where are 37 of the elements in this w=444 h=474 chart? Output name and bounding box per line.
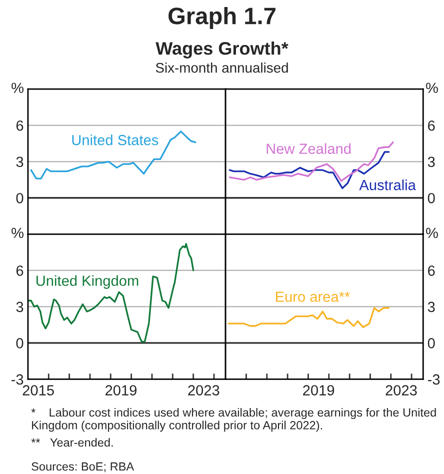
y-tick-label: -3 — [428, 374, 440, 385]
y-tick-label: 0 — [428, 338, 435, 348]
chart-title: Graph 1.7 — [168, 6, 276, 30]
y-tick-label: 6 — [16, 266, 24, 276]
series-label: United States — [72, 134, 158, 146]
y-tick-label: 3 — [428, 156, 435, 168]
y-axis-title: % — [12, 228, 24, 238]
x-tick-label: 2023 — [386, 385, 417, 396]
y-tick-label: 0 — [16, 338, 24, 348]
series-label: Australia — [359, 179, 416, 190]
y-axis-title: % — [426, 82, 438, 93]
y-tick-label: 6 — [16, 120, 24, 131]
y-axis-title: % — [12, 82, 24, 93]
y-tick-label: 3 — [16, 302, 24, 312]
series-label: Euro area** — [276, 292, 350, 302]
y-tick-label: 0 — [428, 192, 435, 204]
y-tick-label: 6 — [428, 120, 435, 131]
x-tick-label: 2023 — [188, 385, 220, 396]
y-tick-label: -3 — [11, 374, 24, 385]
y-axis-title: % — [426, 228, 438, 238]
text: Six-month annualised — [156, 62, 288, 73]
y-tick-label: 3 — [16, 156, 24, 168]
y-tick-label: 6 — [428, 266, 435, 276]
line-series — [228, 307, 390, 328]
y-tick-label: 0 — [16, 192, 24, 204]
chart-subtitle: Wages Growth* — [156, 42, 288, 58]
y-tick-label: 3 — [428, 302, 435, 312]
text: * Labour cost indices used where available; average earnings for the United Kingdom (compositionally controlled prior to April 2022). — [31, 408, 436, 432]
x-tick-label: 2015 — [22, 385, 54, 396]
x-tick-label: 2019 — [303, 385, 334, 396]
series-label: New Zealand — [266, 143, 351, 154]
series-label: United Kingdom — [36, 275, 138, 289]
text: ** Year-ended. — [31, 438, 113, 447]
source-note: Sources: BoE; RBA — [32, 462, 134, 472]
x-tick-label: 2019 — [105, 385, 137, 396]
line-series — [30, 130, 196, 180]
line-series — [28, 242, 194, 343]
